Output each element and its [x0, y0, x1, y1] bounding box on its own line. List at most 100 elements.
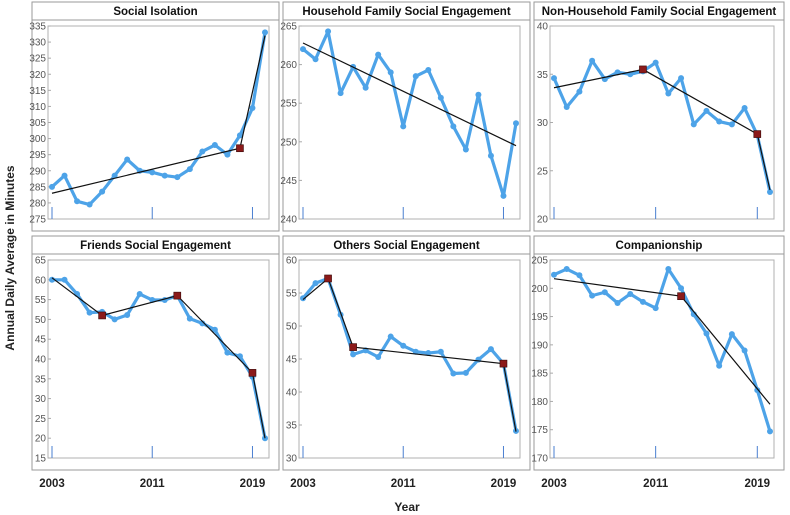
- data-point: [262, 29, 268, 36]
- data-point: [678, 285, 685, 292]
- panel-title-strip: [533, 235, 785, 255]
- data-point: [111, 316, 118, 323]
- series-line: [301, 29, 518, 198]
- data-point: [450, 370, 457, 377]
- data-point: [627, 290, 634, 297]
- panel-6: Companionship 170 175 180 185 190 195 200 205 200…: [531, 235, 785, 490]
- y-tick-label: 335: [29, 22, 46, 33]
- data-point: [111, 172, 118, 179]
- data-point: [124, 156, 131, 163]
- panel-title: Friends Social Engagement: [80, 240, 231, 252]
- data-point: [61, 172, 68, 179]
- data-point: [551, 271, 557, 278]
- data-point: [136, 291, 143, 298]
- panel-title-strip: [533, 1, 785, 21]
- plot-area: [298, 25, 521, 220]
- data-point: [437, 94, 444, 101]
- y-tick-label: 65: [35, 256, 47, 267]
- x-tick-label: 2019: [491, 478, 517, 490]
- plot-area: [549, 259, 775, 459]
- data-point: [174, 174, 181, 181]
- panel-1: Social Isolation 275 280 285 290 295 300 305 310…: [29, 1, 280, 232]
- y-tick-label: 35: [537, 70, 549, 81]
- breakpoint-marker: [173, 291, 182, 300]
- y-tick-label: 255: [280, 99, 297, 110]
- panel-4: Friends Social Engagement 15 20 25 30 35 40 45 5…: [31, 235, 280, 490]
- y-tick-label: 55: [35, 295, 47, 306]
- panel-title-strip: [282, 235, 531, 255]
- y-tick-label: 250: [280, 137, 297, 148]
- panel-title: Non-Household Family Social Engagement: [542, 6, 777, 18]
- y-tick-label: 295: [29, 150, 46, 161]
- y-tick-label: 275: [29, 215, 46, 226]
- data-point: [387, 333, 394, 340]
- y-tick-label: 55: [286, 289, 298, 300]
- x-tick-label: 2011: [391, 478, 417, 490]
- data-point: [425, 67, 432, 74]
- data-point: [703, 107, 710, 114]
- y-tick-label: 285: [29, 182, 46, 193]
- data-point: [652, 59, 659, 66]
- data-point: [124, 312, 131, 319]
- data-point: [741, 105, 748, 112]
- panel-title-strip: [31, 235, 280, 255]
- data-point: [325, 28, 332, 35]
- data-point: [716, 362, 723, 369]
- breakpoint-marker: [98, 311, 106, 320]
- data-point: [161, 172, 168, 179]
- breakpoint-marker: [248, 369, 257, 377]
- data-point: [300, 46, 306, 53]
- y-tick-label: 45: [286, 355, 298, 366]
- x-tick-label: 2003: [39, 478, 65, 490]
- data-point: [728, 331, 735, 338]
- y-tick-label: 290: [29, 166, 46, 177]
- y-tick-label: 35: [286, 421, 298, 432]
- data-point: [224, 151, 231, 158]
- panel-5: Others Social Engagement 30 35 40 45 50 55 60 20…: [282, 235, 531, 490]
- y-tick-label: 175: [531, 425, 548, 436]
- y-tick-label: 15: [35, 454, 47, 465]
- x-tick-label: 2019: [240, 478, 266, 490]
- data-point: [437, 348, 444, 355]
- data-point: [312, 280, 319, 287]
- data-point: [61, 276, 68, 283]
- data-point: [487, 152, 494, 159]
- y-tick-label: 25: [35, 414, 47, 425]
- y-tick-label: 305: [29, 118, 46, 129]
- data-point: [450, 123, 457, 130]
- y-tick-label: 245: [280, 176, 297, 187]
- data-point: [86, 201, 93, 208]
- y-tick-label: 180: [531, 397, 548, 408]
- panel-title: Companionship: [616, 240, 703, 252]
- data-point: [487, 346, 494, 353]
- data-point: [224, 349, 231, 356]
- data-point: [400, 123, 407, 130]
- trend-line: [553, 68, 771, 191]
- y-tick-label: 200: [531, 284, 548, 295]
- panel-frame: [31, 1, 280, 232]
- breakpoint-marker: [753, 130, 762, 138]
- breakpoint-marker: [499, 359, 508, 368]
- data-point: [614, 299, 621, 306]
- data-point: [563, 266, 570, 273]
- y-tick-label: 50: [286, 322, 298, 333]
- y-tick-label: 40: [286, 388, 298, 399]
- data-point: [74, 198, 81, 205]
- y-tick-label: 260: [280, 60, 297, 71]
- data-point: [211, 326, 218, 333]
- data-point: [652, 305, 659, 312]
- breakpoint-marker: [677, 292, 685, 301]
- data-point: [754, 387, 761, 394]
- data-point: [678, 75, 685, 82]
- data-point: [249, 105, 256, 112]
- y-tick-label: 320: [29, 70, 46, 81]
- data-point: [665, 266, 672, 273]
- series-line: [552, 59, 772, 194]
- data-point: [690, 121, 697, 128]
- data-point: [767, 428, 773, 435]
- breakpoint-marker: [639, 65, 647, 74]
- data-point: [337, 90, 344, 97]
- series-line: [552, 267, 772, 434]
- panel-frame: [533, 1, 785, 232]
- y-tick-label: 30: [286, 454, 298, 465]
